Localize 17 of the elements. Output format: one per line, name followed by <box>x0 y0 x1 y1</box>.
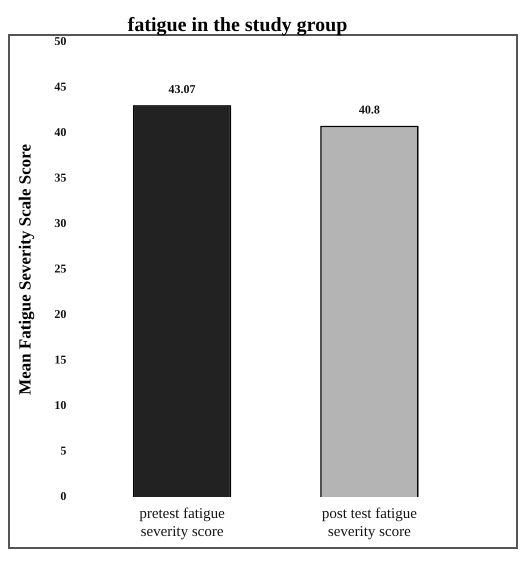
y-tick-label: 45 <box>54 80 66 94</box>
y-tick-label: 15 <box>54 352 66 367</box>
y-tick-label: 10 <box>54 398 66 412</box>
data-label: 40.8 <box>358 102 380 117</box>
x-tick-label: post test fatigue severity score <box>322 506 418 540</box>
y-tick-label: 5 <box>60 444 66 458</box>
chart-title: fatigue in the study group <box>128 14 348 36</box>
y-axis-title: Mean Fatigue Severity Scale Score <box>16 144 35 395</box>
y-tick-label: 20 <box>54 307 66 322</box>
y-tick-label: 35 <box>54 170 66 185</box>
y-tick-label: 25 <box>54 262 66 276</box>
y-tick-label: 0 <box>60 489 66 504</box>
x-tick-label: pretest fatigue severity score <box>139 506 226 540</box>
data-label: 43.07 <box>168 82 196 96</box>
y-tick-label: 50 <box>54 34 66 48</box>
y-tick-label: 30 <box>54 216 66 230</box>
y-tick-label: 40 <box>54 125 66 140</box>
